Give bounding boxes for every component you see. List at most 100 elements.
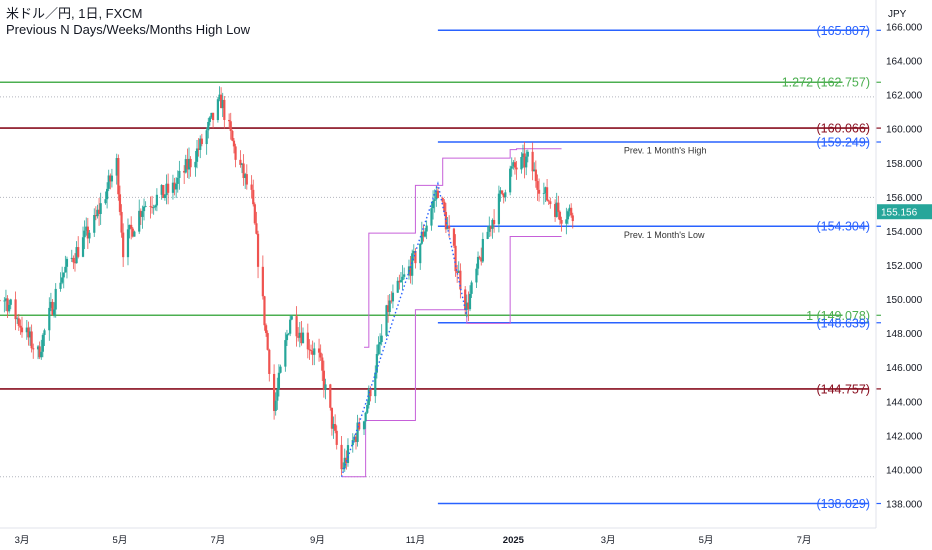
candle-body	[366, 404, 369, 413]
candle-body	[443, 201, 446, 212]
candle-body	[152, 207, 155, 209]
candle-body	[142, 206, 146, 212]
level-label: (148.639)	[816, 316, 870, 330]
candle-body	[141, 211, 144, 217]
candle-body	[75, 247, 78, 264]
candle-body	[197, 148, 200, 150]
level-label: (154.304)	[816, 220, 870, 234]
x-tick-label: 11月	[406, 535, 425, 546]
candle-body	[176, 177, 179, 184]
candle-body	[423, 231, 427, 237]
candle-body	[533, 169, 536, 172]
level-label: (138.029)	[816, 497, 870, 511]
candle-body	[499, 190, 502, 194]
candle-body	[96, 209, 99, 217]
candle-body	[321, 357, 324, 371]
candle-body	[115, 158, 118, 176]
candle-body	[239, 159, 242, 165]
x-tick-label: 2025	[503, 535, 525, 546]
candle-body	[93, 214, 96, 233]
candle-body	[104, 199, 107, 204]
candle-body	[43, 330, 46, 335]
candle-body	[475, 268, 478, 283]
candle-body	[290, 316, 293, 320]
candle-body	[554, 204, 557, 217]
y-tick-label: 152.000	[886, 261, 923, 272]
candle-body	[306, 332, 309, 350]
candle-body	[138, 210, 141, 232]
candle-body	[387, 305, 390, 313]
candle-body	[120, 211, 123, 233]
candle-body	[131, 228, 134, 237]
x-tick-label: 7月	[797, 535, 812, 546]
candle-body	[232, 140, 236, 147]
candle-body	[492, 219, 496, 225]
level-labels: (165.807) 1.272 (162.757) (160.066)(159.24…	[782, 24, 881, 511]
dotted-levels	[0, 96, 876, 478]
candle-body	[200, 138, 203, 145]
candle-body	[284, 340, 287, 367]
y-tick-label: 158.000	[886, 159, 923, 170]
candle-body	[41, 334, 44, 352]
y-tick-label: 142.000	[886, 431, 923, 442]
candle-body	[220, 94, 223, 109]
x-tick-label: 5月	[699, 535, 714, 546]
candle-body	[419, 243, 422, 264]
candle-body	[242, 163, 245, 178]
candle-body	[319, 352, 322, 358]
candle-body	[20, 327, 24, 333]
candle-body	[223, 99, 226, 120]
candle-body	[72, 257, 75, 263]
level-label: (159.249)	[816, 136, 870, 150]
y-tick-label: 162.000	[886, 91, 923, 102]
candle-body	[510, 166, 513, 169]
candle-body	[488, 226, 491, 232]
candle-body	[412, 251, 415, 254]
candle-body	[54, 288, 57, 310]
candle-body	[481, 238, 484, 262]
candle-body	[430, 208, 433, 226]
level-lines	[0, 29, 869, 505]
candle-body	[470, 282, 473, 294]
y-tick-label: 144.000	[886, 397, 923, 408]
candle-body	[301, 332, 305, 344]
candle-body	[88, 232, 91, 239]
candle-body	[491, 219, 494, 229]
annotations: Prev. 1 Month's High Prev. 1 Month's Low	[624, 146, 707, 240]
candle-body	[171, 182, 175, 193]
candle-body	[17, 318, 20, 326]
y-tick-label: 166.000	[886, 23, 923, 34]
candle-body	[537, 189, 541, 194]
candle-body	[195, 148, 199, 162]
candle-body	[342, 468, 345, 470]
candle-body	[358, 422, 361, 430]
candle-body	[374, 372, 377, 397]
candle-body	[362, 421, 366, 430]
candle-body	[340, 444, 343, 470]
candle-body	[465, 302, 468, 310]
candle-body	[229, 121, 232, 131]
candle-body	[276, 389, 279, 401]
x-tick-label: 3月	[601, 535, 616, 546]
x-tick-label: 7月	[211, 535, 226, 546]
candle-body	[298, 332, 301, 338]
candle-body	[16, 318, 19, 320]
candle-body	[61, 277, 64, 283]
candle-body	[199, 138, 202, 150]
candle-body	[300, 332, 303, 344]
candle-body	[354, 436, 358, 442]
candle-body	[364, 412, 367, 422]
y-tick-label: 140.000	[886, 465, 923, 476]
candle-body	[399, 280, 403, 283]
candle-body	[297, 336, 300, 338]
candle-body	[139, 210, 142, 217]
candle-body	[287, 333, 290, 335]
x-tick-label: 9月	[310, 535, 325, 546]
level-label: 1.272 (162.757)	[782, 76, 870, 90]
candle-body	[109, 175, 112, 182]
candle-body	[571, 215, 574, 222]
candle-body	[14, 299, 17, 320]
candle-body	[107, 175, 110, 189]
candle-body	[431, 200, 435, 209]
